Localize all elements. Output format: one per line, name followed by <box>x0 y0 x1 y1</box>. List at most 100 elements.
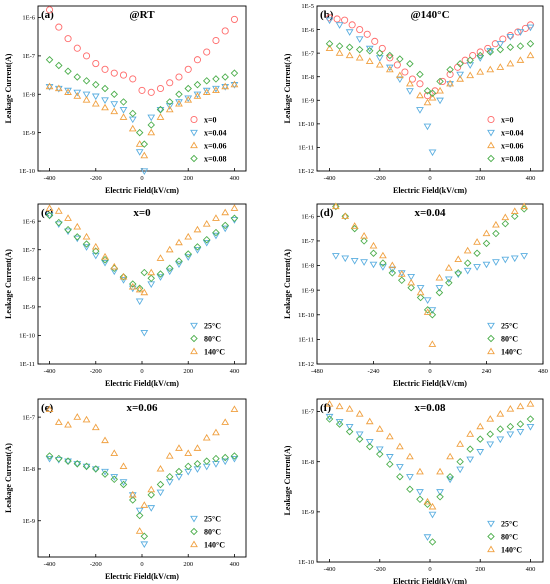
panel-a: (a) @RT -400 -200 0 200 400 1E-10 1E-9 1E-8 1E-7 1E… <box>4 5 247 195</box>
data-point <box>423 87 432 95</box>
data-point <box>395 442 404 450</box>
data-point <box>520 202 529 210</box>
legend-label: x=0.06 <box>501 142 524 151</box>
data-point <box>73 413 82 420</box>
data-point <box>119 462 128 469</box>
data-point <box>526 400 535 407</box>
y-tick-label: 1E-8 <box>22 466 35 473</box>
data-point <box>82 232 91 240</box>
data-point <box>73 44 81 52</box>
data-point <box>147 128 156 136</box>
data-point <box>428 93 437 101</box>
data-point <box>526 423 535 431</box>
data-point <box>365 45 374 53</box>
data-point <box>140 532 149 541</box>
legend-label: 25°C <box>501 520 518 529</box>
y-tick-label: 1E-9 <box>301 287 314 294</box>
data-point <box>193 466 202 473</box>
data-point <box>501 213 510 221</box>
data-point <box>140 168 149 175</box>
data-point <box>135 285 144 293</box>
data-point <box>371 37 379 45</box>
y-tick-label: 1E-10 <box>19 168 35 175</box>
data-point <box>335 420 344 428</box>
data-point <box>407 273 416 281</box>
data-point <box>193 444 202 451</box>
data-point <box>184 449 193 457</box>
data-point <box>128 282 137 290</box>
data-point <box>147 281 156 288</box>
data-point <box>446 473 454 481</box>
series-2 <box>45 80 239 159</box>
data-point <box>446 81 454 88</box>
data-point <box>230 204 239 211</box>
data-point <box>355 435 364 443</box>
x-tick-label: 0 <box>428 368 431 375</box>
data-point <box>335 49 344 56</box>
data-point <box>202 220 211 227</box>
data-point <box>428 511 437 519</box>
data-point <box>156 84 165 93</box>
data-point <box>45 82 54 90</box>
legend-label: x=0.04 <box>501 129 524 138</box>
data-point <box>469 51 477 60</box>
data-point <box>129 75 137 83</box>
data-point <box>230 452 239 460</box>
legend-marker <box>487 520 495 528</box>
data-point <box>193 91 202 99</box>
x-axis-label: Electric Field(kV/cm) <box>105 186 179 195</box>
data-point <box>212 85 220 93</box>
data-point <box>436 97 444 105</box>
data-point <box>446 70 454 78</box>
data-point <box>365 417 374 425</box>
data-point <box>456 457 464 466</box>
series-1 <box>45 82 239 175</box>
data-point <box>378 44 386 52</box>
data-point <box>406 79 414 87</box>
legend-marker <box>487 532 495 541</box>
data-point <box>64 87 72 95</box>
legend-label: 80°C <box>204 335 221 344</box>
data-point <box>212 428 220 436</box>
data-point <box>350 224 359 233</box>
data-point <box>147 505 156 512</box>
series-0 <box>331 253 529 314</box>
data-point <box>375 446 384 454</box>
data-point <box>140 501 149 508</box>
data-point <box>202 88 211 95</box>
legend-label: 80°C <box>204 528 221 537</box>
data-point <box>482 229 491 237</box>
data-point <box>193 80 202 89</box>
data-point <box>73 235 82 243</box>
data-point <box>135 527 144 534</box>
legend-marker <box>190 334 198 343</box>
data-point <box>355 431 364 439</box>
data-point <box>193 56 202 64</box>
data-point <box>175 99 183 106</box>
data-point <box>193 92 202 99</box>
series-1 <box>325 415 535 546</box>
data-point <box>82 91 91 99</box>
series-2 <box>45 405 239 534</box>
data-point <box>473 249 481 257</box>
panel-c: (c) x=0-400 -200 0 200 4001E-111E-101E-91E-81… <box>4 203 247 388</box>
data-point <box>147 491 155 499</box>
data-point <box>101 470 109 478</box>
data-point <box>184 254 193 261</box>
panel-e: (e) x=0.06 -400 -200 0 200 400 1E-9 1E-8 1E-7 Elec… <box>4 398 247 581</box>
data-point <box>45 211 54 220</box>
data-point <box>175 238 183 246</box>
data-point <box>444 276 453 284</box>
x-tick-label: -480 <box>311 368 323 375</box>
data-point <box>428 149 437 157</box>
data-point <box>379 259 387 267</box>
data-point <box>406 452 414 460</box>
series-0 <box>45 212 239 337</box>
data-point <box>140 541 149 549</box>
data-point <box>514 28 522 36</box>
data-point <box>221 418 230 425</box>
legend-label: x=0 <box>501 116 514 125</box>
data-point <box>73 461 82 468</box>
x-axis-label: Electric Field(kV/cm) <box>393 186 467 195</box>
legend-marker <box>487 322 495 330</box>
